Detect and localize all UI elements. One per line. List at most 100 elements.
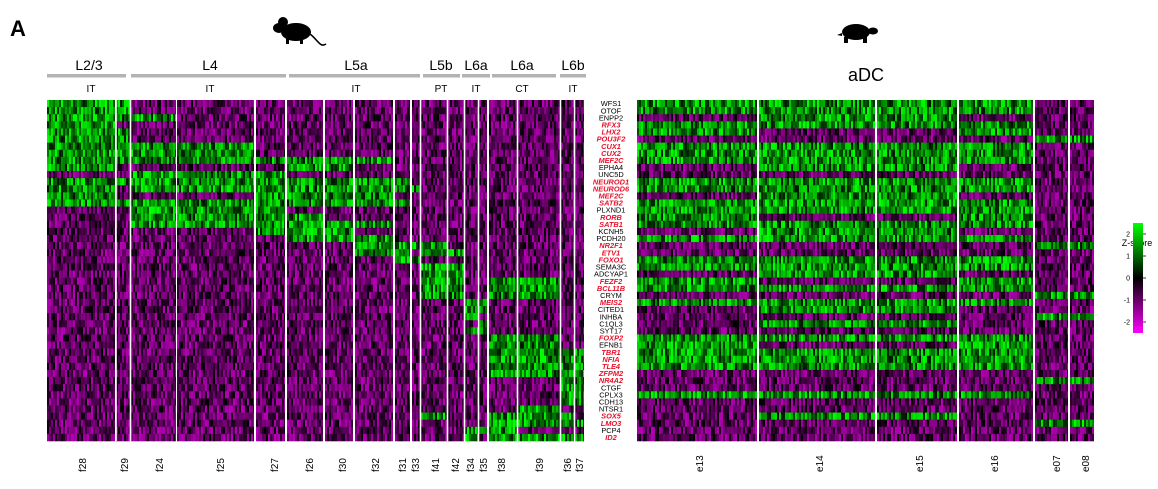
mouse-heat-cell	[219, 157, 221, 164]
mouse-heat-cell	[51, 427, 53, 434]
mouse-heat-cell	[153, 256, 155, 263]
mouse-heat-cell	[85, 285, 87, 292]
mouse-heat-cell	[173, 313, 175, 320]
mouse-heat-cell	[135, 164, 137, 171]
mouse-heat-cell	[247, 128, 249, 135]
mouse-heat-cell	[187, 100, 189, 107]
mouse-heat-cell	[167, 256, 169, 263]
mouse-heat-cell	[175, 136, 176, 143]
mouse-heat-cell	[73, 342, 75, 349]
mouse-heat-cell	[215, 391, 217, 398]
mouse-heat-cell	[215, 263, 217, 270]
mouse-heat-cell	[239, 171, 241, 178]
mouse-heat-cell	[113, 434, 115, 441]
mouse-heat-cell	[79, 434, 81, 441]
mouse-heat-cell	[163, 263, 165, 270]
mouse-heat-cell	[185, 320, 187, 327]
mouse-heat-cell	[233, 342, 235, 349]
mouse-heat-cell	[237, 207, 239, 214]
mouse-heat-cell	[51, 121, 53, 128]
mouse-heat-cell	[91, 185, 93, 192]
mouse-heat-cell	[237, 157, 239, 164]
mouse-heat-cell	[185, 214, 187, 221]
mouse-heat-cell	[83, 342, 85, 349]
mouse-heat-cell	[133, 398, 135, 405]
mouse-heat-cell	[213, 377, 215, 384]
mouse-heat-cell	[253, 235, 254, 242]
mouse-heat-cell	[135, 377, 137, 384]
mouse-heat-cell	[239, 214, 241, 221]
mouse-heat-cell	[203, 221, 205, 228]
mouse-heat-cell	[169, 427, 171, 434]
mouse-heat-cell	[107, 427, 109, 434]
mouse-heat-cell	[199, 143, 201, 150]
mouse-heat-cell	[61, 384, 63, 391]
mouse-heat-cell	[147, 391, 149, 398]
mouse-heat-cell	[247, 327, 249, 334]
mouse-heat-cell	[57, 192, 59, 199]
mouse-heat-cell	[71, 143, 73, 150]
mouse-heat-cell	[191, 256, 193, 263]
mouse-heat-cell	[97, 434, 99, 441]
mouse-heat-cell	[181, 178, 183, 185]
mouse-heat-cell	[173, 185, 175, 192]
mouse-heat-cell	[211, 342, 213, 349]
mouse-heat-cell	[124, 157, 126, 164]
mouse-heat-cell	[124, 285, 126, 292]
mouse-heat-cell	[113, 107, 115, 114]
mouse-heat-cell	[205, 192, 207, 199]
mouse-heat-cell	[165, 327, 167, 334]
mouse-heat-cell	[135, 398, 137, 405]
mouse-heat-cell	[193, 178, 195, 185]
mouse-heat-cell	[179, 356, 181, 363]
mouse-heat-cell	[157, 256, 159, 263]
mouse-heat-cell	[159, 136, 161, 143]
mouse-heat-cell	[122, 171, 124, 178]
mouse-heat-cell	[229, 214, 231, 221]
mouse-heat-cell	[193, 185, 195, 192]
mouse-heat-cell	[171, 384, 173, 391]
mouse-heat-cell	[161, 327, 163, 334]
mouse-heat-cell	[85, 377, 87, 384]
mouse-heat-cell	[266, 100, 268, 107]
mouse-heat-cell	[209, 143, 211, 150]
mouse-heat-cell	[107, 391, 109, 398]
mouse-heat-cell	[175, 128, 176, 135]
mouse-heat-cell	[103, 263, 105, 270]
mouse-heat-cell	[225, 370, 227, 377]
mouse-heat-cell	[239, 278, 241, 285]
mouse-heat-cell	[122, 164, 124, 171]
mouse-heat-cell	[157, 327, 159, 334]
mouse-heat-cell	[61, 228, 63, 235]
mouse-heat-cell	[177, 427, 179, 434]
mouse-heat-cell	[49, 242, 51, 249]
mouse-heat-cell	[101, 242, 103, 249]
mouse-heat-cell	[57, 356, 59, 363]
mouse-heat-cell	[221, 114, 223, 121]
mouse-heat-cell	[251, 157, 253, 164]
mouse-heat-cell	[249, 121, 251, 128]
mouse-heat-cell	[251, 114, 253, 121]
mouse-heat-cell	[209, 320, 211, 327]
mouse-heat-cell	[147, 199, 149, 206]
mouse-heat-cell	[253, 263, 254, 270]
mouse-heat-cell	[251, 292, 253, 299]
mouse-heat-cell	[219, 299, 221, 306]
mouse-heat-cell	[251, 278, 253, 285]
mouse-heat-cell	[161, 384, 163, 391]
mouse-heat-cell	[253, 157, 254, 164]
mouse-heat-cell	[155, 327, 157, 334]
mouse-heat-cell	[245, 320, 247, 327]
mouse-heat-cell	[101, 164, 103, 171]
mouse-heat-cell	[213, 327, 215, 334]
mouse-heat-cell	[103, 349, 105, 356]
mouse-heat-cell	[165, 136, 167, 143]
mouse-heat-cell	[77, 278, 79, 285]
mouse-heat-cell	[77, 327, 79, 334]
mouse-heat-cell	[143, 427, 145, 434]
mouse-heat-cell	[111, 299, 113, 306]
mouse-heat-cell	[137, 349, 139, 356]
mouse-heat-cell	[249, 249, 251, 256]
mouse-heat-cell	[239, 178, 241, 185]
mouse-heat-cell	[73, 405, 75, 412]
